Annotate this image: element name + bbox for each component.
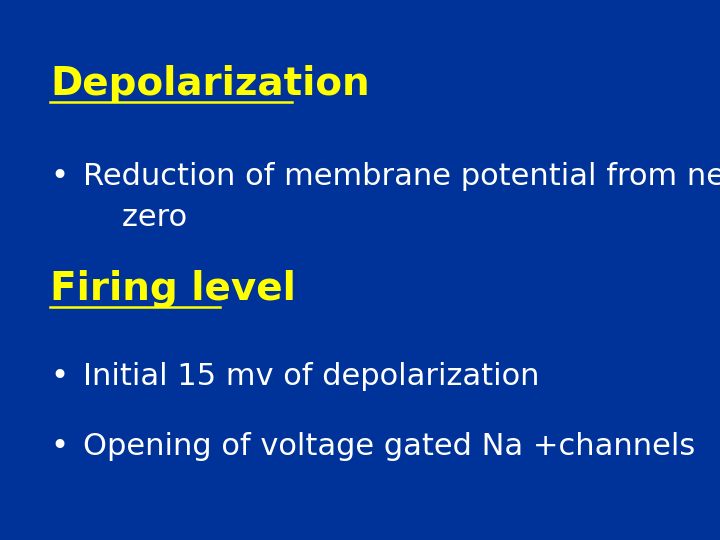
Text: Opening of voltage gated Na +channels: Opening of voltage gated Na +channels [83, 432, 695, 461]
Text: Firing level: Firing level [50, 270, 296, 308]
Text: Reduction of membrane potential from negative to
    zero: Reduction of membrane potential from neg… [83, 162, 720, 232]
Text: Depolarization: Depolarization [50, 65, 370, 103]
Text: •: • [50, 432, 68, 461]
Text: •: • [50, 362, 68, 391]
Text: •: • [50, 162, 68, 191]
Text: Initial 15 mv of depolarization: Initial 15 mv of depolarization [83, 362, 539, 391]
